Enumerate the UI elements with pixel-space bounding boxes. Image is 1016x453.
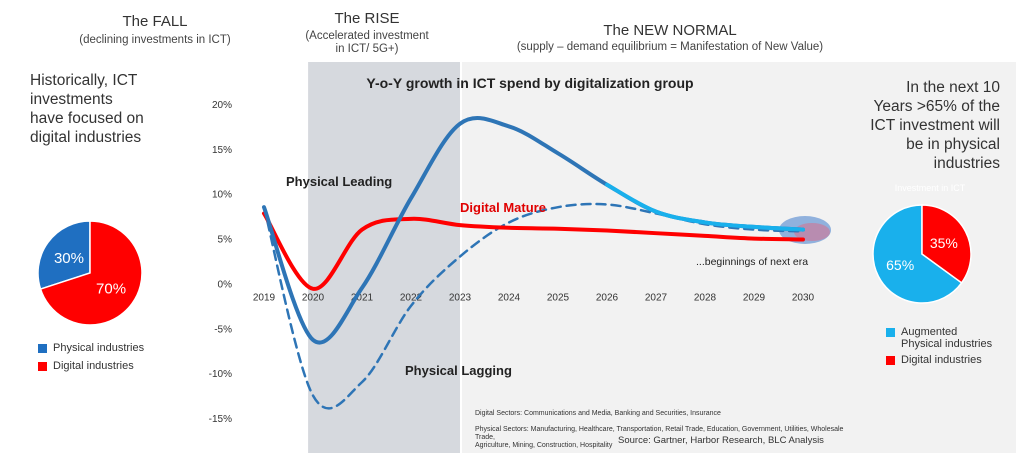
pie-slice [921, 204, 972, 284]
y-tick-label: 0% [218, 279, 233, 290]
left-text-line: have focused on [30, 110, 144, 127]
x-tick-label: 2024 [498, 292, 521, 303]
y-tick-label: 15% [212, 145, 232, 156]
right-text-line: In the next 10 [906, 79, 1000, 96]
new-normal-background [462, 62, 852, 453]
x-tick-label: 2023 [449, 292, 472, 303]
annotation-next-era: ...beginnings of next era [696, 256, 808, 268]
next-era-highlight-inner [794, 223, 830, 241]
legend-swatch [38, 344, 47, 353]
legend-label-line: Physical industries [901, 338, 993, 350]
legend-label: Augmented Physical industries [901, 326, 992, 350]
legend-digital: Digital industries [38, 360, 198, 372]
y-tick-label: 5% [218, 235, 233, 246]
left-text-line: Historically, ICT [30, 72, 138, 89]
y-tick-label: -15% [209, 414, 232, 425]
footnote-physical-sectors: Physical Sectors: Manufacturing, Healthc… [475, 426, 855, 450]
x-tick-label: 2028 [694, 292, 717, 303]
growth-line-chart: Y-o-Y growth in ICT spend by digitalizat… [209, 62, 852, 453]
left-text-line: investments [30, 91, 113, 108]
pie-slice [39, 220, 143, 326]
series-label-physical-lagging: Physical Lagging [405, 363, 512, 378]
fall-subtitle: (declining investments in ICT) [79, 34, 231, 46]
legend-swatch [886, 328, 895, 337]
x-tick-label: 2019 [253, 292, 276, 303]
legend-digital-right: Digital industries [886, 354, 1011, 366]
x-tick-label: 2027 [645, 292, 668, 303]
rise-subtitle-line2: in ICT/ 5G+) [335, 43, 399, 55]
y-tick-label: -10% [209, 369, 232, 380]
legend-swatch [38, 362, 47, 371]
x-tick-label: 2022 [400, 292, 423, 303]
pie-slice [37, 220, 91, 291]
footnote-physical-line: Agriculture, Mining, Construction, Hospi… [475, 442, 613, 449]
next-era-highlight [779, 216, 831, 244]
series-line-physical-leading-tail [605, 182, 805, 232]
pie-slice-label: 35% [930, 235, 958, 251]
right-pie-title: Investment in ICT [894, 183, 966, 193]
right-text-line: Years >65% of the [873, 98, 1000, 115]
left-text-line: digital industries [30, 129, 142, 146]
pie-slice-label: 30% [54, 250, 84, 267]
footnote-physical-line: Physical Sectors: Manufacturing, Healthc… [475, 426, 844, 441]
left-panel-text: Historically, ICT investments have focus… [30, 71, 190, 147]
y-tick-label: -5% [214, 324, 232, 335]
legend-augmented: Augmented Physical industries [886, 326, 1011, 350]
pie-slice-label: 70% [96, 281, 126, 298]
x-tick-label: 2025 [547, 292, 570, 303]
source-note: Source: Gartner, Harbor Research, BLC An… [618, 435, 824, 446]
rise-period-shading [308, 62, 460, 453]
legend-physical: Physical industries [38, 342, 198, 354]
legend-swatch [886, 356, 895, 365]
fall-title: The FALL [122, 13, 188, 30]
legend-label-line: Augmented [901, 326, 958, 338]
right-legend: Augmented Physical industries Digital in… [886, 326, 1011, 366]
right-panel-text: In the next 10 Years >65% of the ICT inv… [852, 78, 1000, 173]
x-tick-label: 2030 [792, 292, 815, 303]
new-normal-subtitle: (supply – demand equilibrium = Manifesta… [516, 41, 824, 53]
y-tick-label: 20% [212, 100, 232, 111]
legend-label: Digital industries [53, 360, 134, 372]
footnote-digital-sectors: Digital Sectors: Communications and Medi… [475, 410, 721, 417]
chart-title: Y-o-Y growth in ICT spend by digitalizat… [366, 75, 693, 91]
rise-title: The RISE [334, 10, 400, 27]
series-label-physical-leading: Physical Leading [286, 174, 392, 189]
pie-slice [872, 204, 963, 304]
y-tick-label: 10% [212, 190, 232, 201]
legend-label: Digital industries [901, 354, 982, 366]
right-text-line: ICT investment will [870, 117, 1000, 134]
new-normal-title: The NEW NORMAL [603, 22, 737, 39]
pie-slice-label: 65% [886, 257, 914, 273]
right-text-line: be in physical [906, 136, 1000, 153]
right-text-line: industries [933, 155, 1000, 172]
series-label-digital-mature: Digital Mature [460, 200, 546, 215]
x-tick-label: 2029 [743, 292, 766, 303]
legend-label: Physical industries [53, 342, 145, 354]
right-pie-chart: 65% 35% [872, 204, 972, 304]
series-line-digital-mature [262, 211, 805, 291]
x-tick-label: 2020 [302, 292, 325, 303]
left-pie-chart: 30% 70% [37, 220, 143, 326]
rise-subtitle-line1: (Accelerated investment [305, 30, 429, 42]
x-tick-label: 2021 [351, 292, 374, 303]
left-legend: Physical industries Digital industries [38, 342, 198, 372]
x-tick-label: 2026 [596, 292, 619, 303]
